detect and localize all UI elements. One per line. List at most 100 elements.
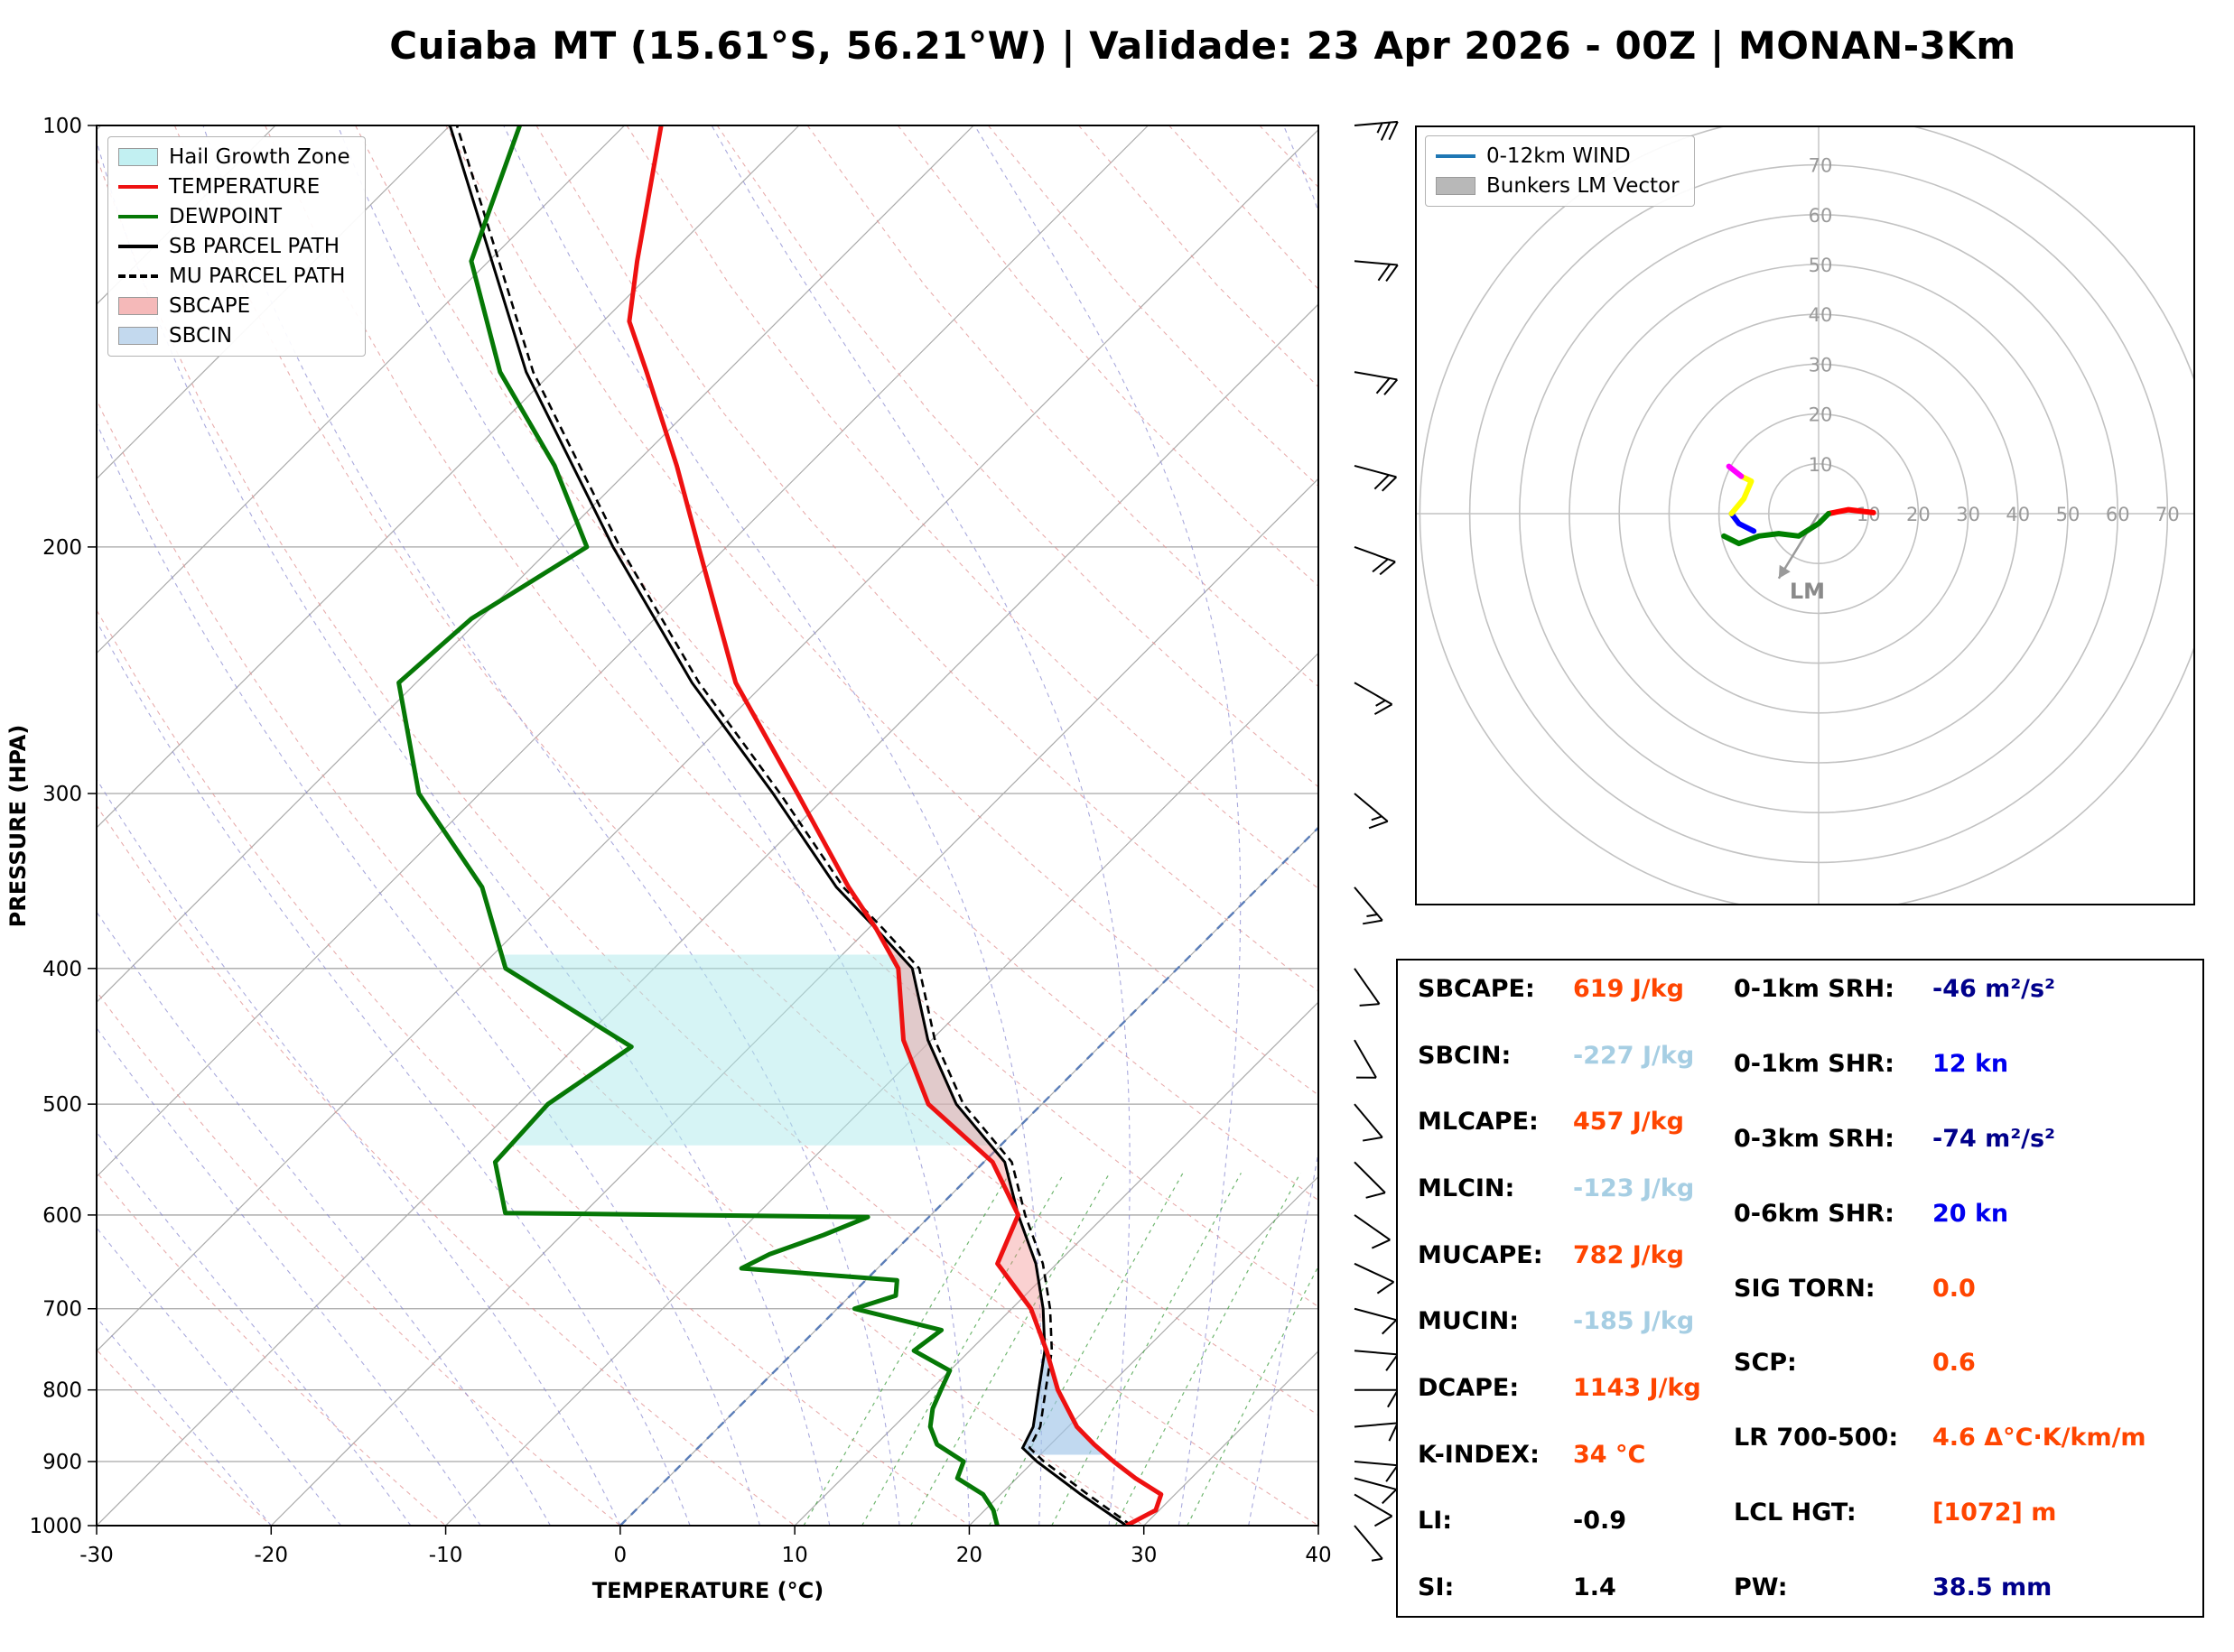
isotherm <box>969 1175 1318 1526</box>
legend-label: 0-12km WIND <box>1486 144 1631 168</box>
dry-adiabat <box>265 125 1318 1308</box>
stat-label: SBCAPE: <box>1418 975 1535 1003</box>
moist-adiabat <box>503 125 1043 1526</box>
stat-row-lcl-hgt: LCL HGT: [1072] m <box>1734 1499 2190 1527</box>
stat-label: 0-6km SHR: <box>1734 1199 1894 1228</box>
stat-row-k-index: K-INDEX: 34 °C <box>1418 1441 1720 1469</box>
mixing-ratio-line <box>909 1173 1111 1526</box>
stat-label: LR 700-500: <box>1734 1424 1899 1452</box>
mixing-ratio-line <box>861 1173 1066 1526</box>
ring-label: 50 <box>1809 255 1833 276</box>
stat-value: 782 J/kg <box>1573 1240 1684 1269</box>
dry-adiabat <box>535 125 1318 992</box>
ring-label: 40 <box>1809 304 1833 326</box>
dry-adiabat <box>97 608 970 1526</box>
stat-value: 12 kn <box>1932 1049 2009 1078</box>
hodograph-ring <box>1618 313 2019 714</box>
pressure-tick-label: 300 <box>42 783 82 806</box>
temperature-tick-label: -30 <box>79 1544 114 1567</box>
legend-swatch <box>118 215 158 218</box>
mixing-ratio-line <box>803 1173 1010 1526</box>
stat-label: MLCAPE: <box>1418 1108 1539 1137</box>
pressure-tick-label: 900 <box>42 1451 82 1474</box>
stat-label: MUCAPE: <box>1418 1240 1543 1269</box>
skewt-ylabel: PRESSURE (HPA) <box>5 725 31 928</box>
stat-value: -46 m²/s² <box>1932 975 2055 1003</box>
hodograph-ring <box>1717 413 1920 615</box>
skewt-plot-area <box>97 125 1318 1526</box>
bunkers-lm-vector <box>1777 513 1820 580</box>
moist-adiabat <box>202 125 900 1526</box>
dewpoint-line <box>396 125 1000 1526</box>
stat-row-sbcape: SBCAPE: 619 J/kg <box>1418 975 1720 1003</box>
stat-label: LI: <box>1418 1507 1453 1536</box>
temperature-tick-label: 0 <box>614 1544 628 1567</box>
hodograph-trace-green <box>1721 511 1831 547</box>
legend-swatch <box>118 297 158 315</box>
legend-swatch <box>1436 154 1475 158</box>
ring-label: 40 <box>2006 504 2030 525</box>
lm-label: LM <box>1790 579 1825 604</box>
stat-row-mucape: MUCAPE: 782 J/kg <box>1418 1241 1720 1269</box>
stat-value: [1072] m <box>1932 1499 2057 1527</box>
ring-label: 10 <box>1809 454 1833 476</box>
legend-item: 0-12km WIND <box>1436 144 1680 168</box>
skewt-panel: TEMPERATURE (°C) PRESSURE (HPA) 100 200 30… <box>5 115 1399 1603</box>
temperature-tick-label: 30 <box>1131 1544 1157 1567</box>
legend-label: SBCIN <box>169 324 233 348</box>
ring-label: 50 <box>2056 504 2080 525</box>
stat-label: K-INDEX: <box>1418 1440 1540 1469</box>
moist-adiabat <box>97 1026 481 1526</box>
moist-adiabat <box>97 1316 272 1526</box>
stat-value: 38.5 mm <box>1932 1573 2052 1601</box>
legend-item: TEMPERATURE <box>118 175 350 199</box>
legend-item: Bunkers LM Vector <box>1436 174 1680 198</box>
legend-label: Hail Growth Zone <box>169 145 350 169</box>
legend-label: DEWPOINT <box>169 205 282 228</box>
pressure-tick-label: 100 <box>42 115 82 138</box>
mixing-ratio-line <box>1051 1173 1242 1526</box>
ring-label: 20 <box>1906 504 1931 525</box>
stat-value: 0.6 <box>1932 1349 1976 1378</box>
ring-label: 20 <box>1809 404 1833 426</box>
isotherm <box>794 1001 1318 1526</box>
isotherm <box>97 128 1318 1352</box>
dry-adiabat <box>97 156 1318 1526</box>
isotherm <box>97 125 1149 1178</box>
dry-adiabat <box>806 125 1318 688</box>
stat-value: -0.9 <box>1573 1507 1627 1536</box>
temperature-tick-label: 40 <box>1305 1544 1331 1567</box>
legend-item: SB PARCEL PATH <box>118 235 350 258</box>
stat-row-0-6km-shr: 0-6km SHR: 20 kn <box>1734 1200 2190 1228</box>
stat-value: 4.6 Δ°C·K/km/m <box>1932 1424 2146 1452</box>
indices-column-right: 0-1km SRH: -46 m²/s² 0-1km SHR: 12 kn 0-3km … <box>1734 975 2190 1601</box>
hodograph-trace-yellow <box>1728 473 1755 516</box>
stat-row-sbcin: SBCIN: -227 J/kg <box>1418 1042 1720 1070</box>
stat-label: SIG TORN: <box>1734 1274 1876 1303</box>
stat-row-0-1km-srh: 0-1km SRH: -46 m²/s² <box>1734 975 2190 1003</box>
stat-row-si: SI: 1.4 <box>1418 1573 1720 1601</box>
temperature-tick-label: -20 <box>254 1544 288 1567</box>
stat-row-li: LI: -0.9 <box>1418 1507 1720 1535</box>
sbcape-area <box>877 931 1044 1322</box>
skewt-frame <box>96 125 1319 1527</box>
stat-label: 0-1km SHR: <box>1734 1049 1894 1078</box>
temperature-tick-label: 10 <box>782 1544 808 1567</box>
stat-value: -185 J/kg <box>1573 1307 1695 1336</box>
mu-parcel-line <box>455 125 1132 1526</box>
page-title: Cuiaba MT (15.61°S, 56.21°W) | Validade:… <box>389 23 2016 68</box>
hodograph-trace-blue <box>1728 511 1757 534</box>
skewt-xlabel: TEMPERATURE (°C) <box>592 1578 824 1603</box>
stat-row-mlcin: MLCIN: -123 J/kg <box>1418 1174 1720 1202</box>
hodograph-trace-magenta <box>1726 463 1745 479</box>
dry-adiabat <box>445 125 1318 1096</box>
pressure-tick-label: 600 <box>42 1204 82 1228</box>
pressure-tick-label: 800 <box>42 1379 82 1403</box>
wind-barbs <box>1354 120 1399 1562</box>
stat-value: 20 kn <box>1932 1199 2009 1228</box>
moist-adiabat <box>711 125 1131 1526</box>
hodograph-ring <box>1568 264 2069 764</box>
stat-value: 1143 J/kg <box>1573 1373 1701 1402</box>
dry-adiabat <box>897 125 1318 587</box>
ring-label: 70 <box>1809 155 1833 177</box>
